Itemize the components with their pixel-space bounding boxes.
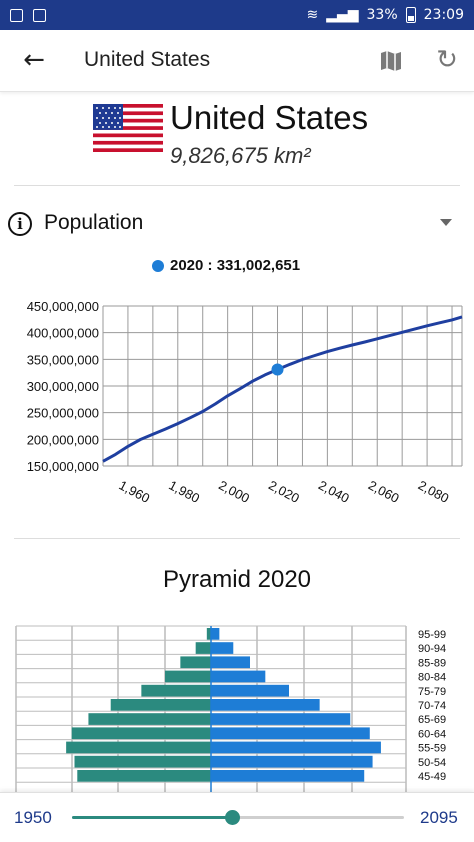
pyramid-bar-left	[66, 741, 212, 754]
age-group-label: 55-59	[418, 743, 446, 755]
pyramid-bar-right	[211, 656, 250, 669]
divider	[14, 538, 460, 539]
y-tick-label: 400,000,000	[27, 326, 99, 341]
population-pyramid-chart: 95-99 90-94 85-89 80-84 75-79 70-74 65-69 60-64…	[15, 625, 446, 793]
population-line-chart: 150,000,000 200,000,000 250,000,000 300,000…	[27, 299, 463, 506]
y-tick-label: 300,000,000	[27, 379, 99, 394]
age-group-label: 65-69	[418, 714, 446, 726]
battery-icon	[405, 7, 416, 23]
population-line	[102, 315, 463, 463]
pyramid-bar-right	[211, 670, 266, 683]
divider	[14, 185, 460, 186]
y-tick-label: 450,000,000	[27, 299, 99, 314]
x-tick-label: 2,040	[316, 477, 352, 506]
pyramid-bar-left	[141, 684, 211, 697]
age-group-label: 50-54	[418, 757, 446, 769]
arrow-left-icon: ←	[23, 45, 45, 75]
y-tick-label: 150,000,000	[27, 459, 99, 474]
chart-legend: 2020 : 331,002,651	[152, 257, 300, 274]
population-section-title: Population	[44, 211, 144, 234]
country-name: United States	[170, 99, 369, 136]
pyramid-bar-right	[211, 642, 234, 654]
pyramid-bar-left	[88, 713, 211, 725]
map-icon	[381, 51, 401, 71]
age-group-label: 85-89	[418, 657, 446, 669]
status-right: ≋ ▂▄▆ 33% 23:09	[306, 7, 464, 23]
pyramid-bar-right	[211, 713, 351, 725]
pyramid-bar-left	[180, 656, 211, 669]
x-tick-label: 2,060	[366, 477, 402, 506]
age-group-label: 45-49	[418, 771, 446, 783]
pyramid-bar-left	[110, 699, 211, 711]
image-notification-icon	[10, 8, 23, 22]
age-group-label: 90-94	[418, 643, 446, 655]
x-tick-label: 2,080	[416, 477, 452, 506]
pyramid-bar-right	[211, 755, 373, 768]
x-tick-label: 2,000	[216, 477, 252, 506]
status-left-icons	[10, 8, 46, 22]
y-tick-label: 200,000,000	[27, 432, 99, 447]
pyramid-bar-right	[211, 741, 381, 754]
app-bar: ← United States ↻	[0, 30, 474, 92]
y-tick-label: 250,000,000	[27, 406, 99, 421]
slider-fill	[72, 816, 233, 819]
pyramid-bar-left	[195, 642, 211, 654]
pyramid-bar-right	[211, 628, 220, 640]
year-slider-bar: 1950 2095	[0, 792, 474, 842]
pyramid-bar-right	[211, 684, 289, 697]
pyramid-bar-right	[211, 770, 365, 782]
age-group-label: 60-64	[418, 728, 446, 740]
pyramid-bar-left	[71, 727, 211, 740]
x-tick-label: 1,960	[117, 477, 153, 506]
country-area: 9,826,675 km²	[170, 143, 311, 168]
legend-dot-icon	[152, 259, 164, 272]
pyramid-bar-left	[77, 770, 212, 782]
signal-icon: ▂▄▆	[326, 7, 359, 23]
back-button[interactable]: ←	[18, 44, 50, 76]
age-group-label: 70-74	[418, 700, 446, 712]
status-bar: ≋ ▂▄▆ 33% 23:09	[0, 0, 474, 30]
pyramid-bar-left	[165, 670, 211, 683]
x-tick-label: 1,980	[166, 477, 202, 506]
y-tick-label: 350,000,000	[27, 352, 99, 367]
age-group-label: 80-84	[418, 672, 446, 684]
app-bar-title: United States	[84, 48, 211, 71]
us-flag-icon	[93, 104, 163, 152]
info-icon[interactable]: i	[8, 212, 32, 236]
slider-max-label: 2095	[420, 808, 458, 827]
pyramid-bar-left	[74, 755, 211, 768]
pyramid-bar-left	[206, 628, 211, 640]
highlight-point	[271, 363, 284, 376]
legend-label: 2020 : 331,002,651	[170, 257, 301, 274]
slider-min-label: 1950	[14, 808, 52, 827]
refresh-button[interactable]: ↻	[432, 44, 462, 76]
age-group-label: 95-99	[418, 629, 446, 641]
refresh-icon: ↻	[436, 45, 458, 75]
battery-percent: 33%	[366, 7, 398, 23]
pyramid-bar-right	[211, 727, 370, 740]
map-button[interactable]	[378, 48, 404, 74]
wifi-icon: ≋	[306, 7, 319, 23]
dropdown-arrow-icon[interactable]	[440, 219, 452, 226]
checklist-notification-icon	[33, 8, 46, 22]
year-slider-thumb[interactable]	[225, 810, 241, 825]
pyramid-bar-right	[211, 699, 320, 711]
year-slider-track[interactable]	[72, 810, 404, 825]
x-tick-label: 2,020	[266, 477, 302, 506]
pyramid-title: Pyramid 2020	[162, 566, 312, 593]
age-group-label: 75-79	[418, 686, 446, 698]
clock: 23:09	[423, 7, 464, 23]
